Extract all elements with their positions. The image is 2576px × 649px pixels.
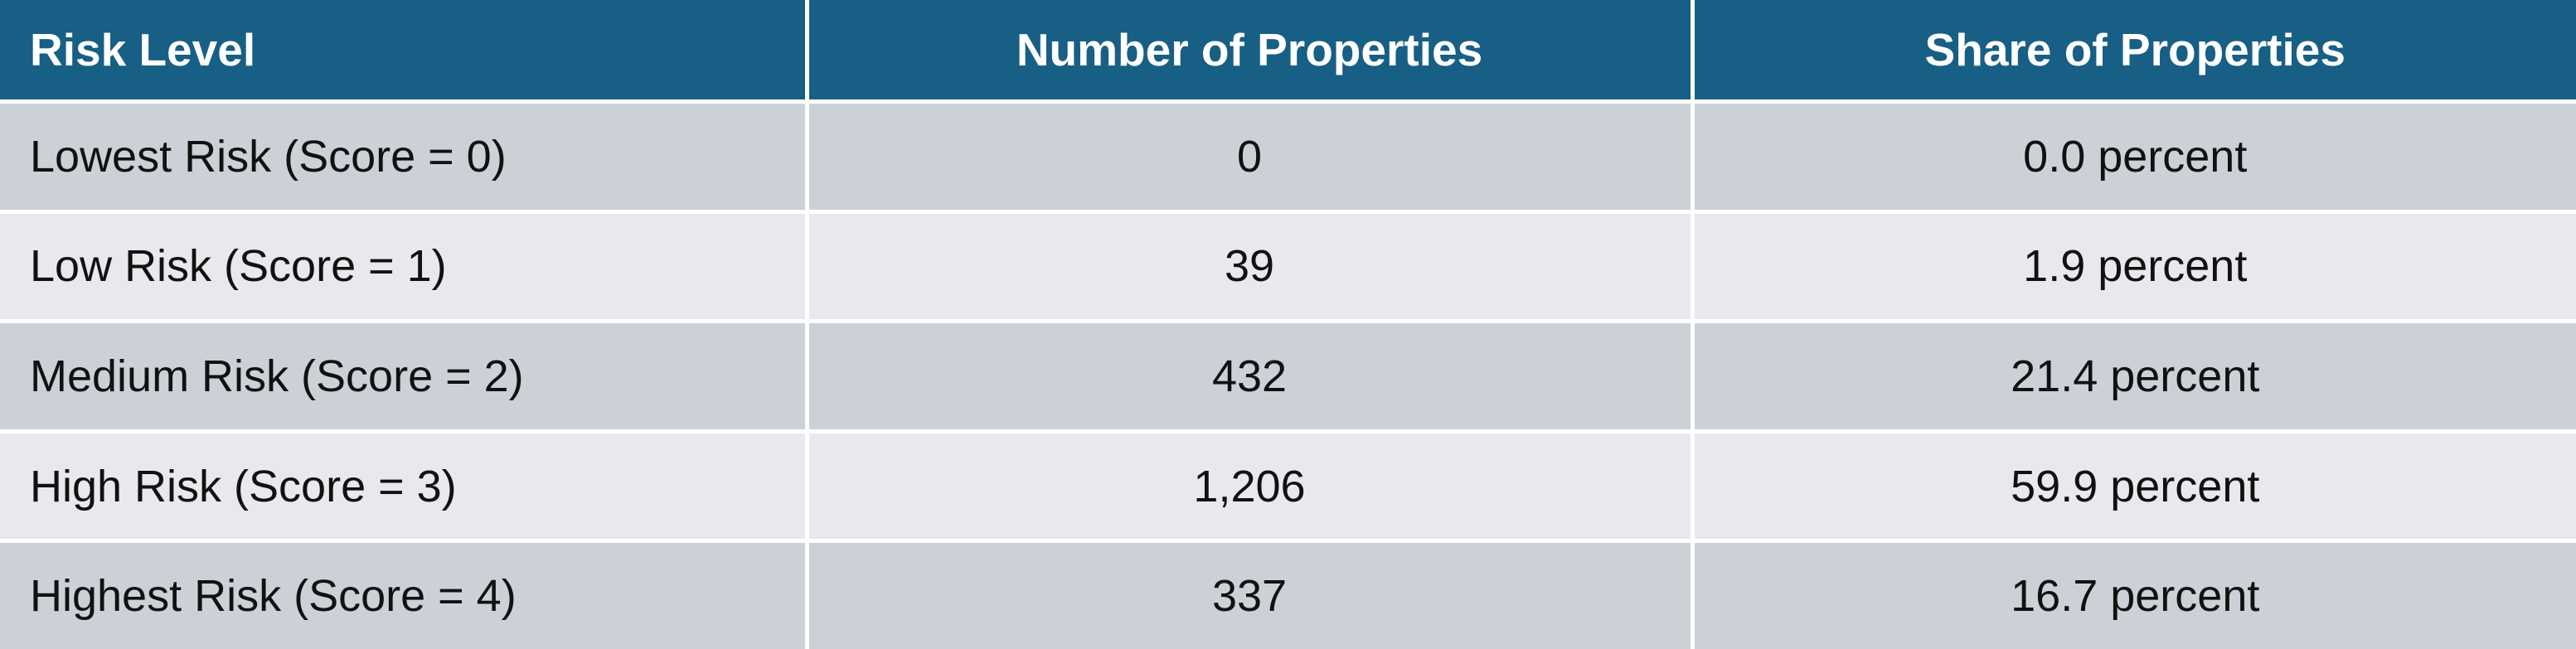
- header-cell: Number of Properties: [804, 0, 1695, 104]
- table-cell: 432: [804, 319, 1695, 433]
- table-cell: 337: [804, 539, 1695, 649]
- table-cell: High Risk (Score = 3): [0, 429, 809, 544]
- header-cell: Share of Properties: [1690, 0, 2576, 104]
- table-cell: Lowest Risk (Score = 0): [0, 99, 809, 214]
- table-row: Highest Risk (Score = 4) 337 16.7 percent: [0, 539, 2576, 649]
- table-cell: 1,206: [804, 429, 1695, 544]
- table-cell: 1.9 percent: [1690, 209, 2576, 324]
- table-row: Medium Risk (Score = 2) 432 21.4 percent: [0, 319, 2576, 433]
- table-cell: 0: [804, 99, 1695, 214]
- table-row: Lowest Risk (Score = 0) 0 0.0 percent: [0, 99, 2576, 214]
- table-row: Low Risk (Score = 1) 39 1.9 percent: [0, 209, 2576, 324]
- table-body: Lowest Risk (Score = 0) 0 0.0 percent Low R…: [0, 99, 2576, 649]
- table-cell: 21.4 percent: [1690, 319, 2576, 433]
- header-cell: Risk Level: [0, 0, 809, 104]
- table-cell: 0.0 percent: [1690, 99, 2576, 214]
- table-cell: Low Risk (Score = 1): [0, 209, 809, 324]
- table-cell: 59.9 percent: [1690, 429, 2576, 544]
- table-header: Risk Level Number of Properties Share of P…: [0, 0, 2576, 104]
- table-cell: 16.7 percent: [1690, 539, 2576, 649]
- table-cell: Medium Risk (Score = 2): [0, 319, 809, 433]
- header-row: Risk Level Number of Properties Share of P…: [0, 0, 2576, 104]
- table-cell: Highest Risk (Score = 4): [0, 539, 809, 649]
- table-row: High Risk (Score = 3) 1,206 59.9 percent: [0, 429, 2576, 544]
- table-cell: 39: [804, 209, 1695, 324]
